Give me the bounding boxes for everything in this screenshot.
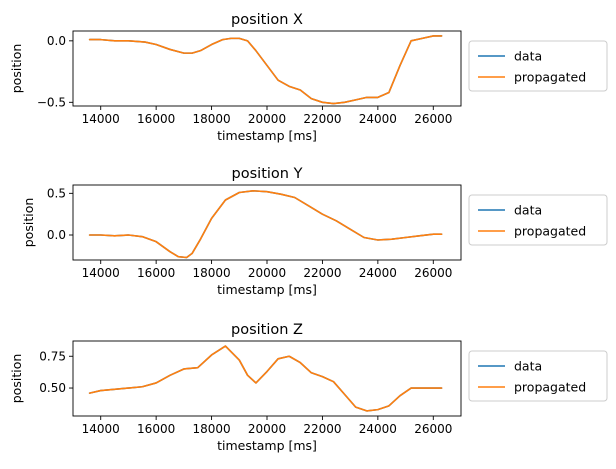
plot-frame [72,30,462,107]
y-tick-label: 0.50 [39,381,66,395]
y-axis-label: position [9,354,24,404]
x-tick-label: 26000 [414,266,452,280]
series-line-data [88,345,443,412]
x-axis-label: timestamp [ms] [217,438,317,453]
x-tick-label: 20000 [248,112,286,126]
y-tick-label: −0.5 [37,95,66,109]
subplot-title: position Y [232,166,303,182]
plot-frame [72,340,462,417]
legend-label-data: data [514,49,542,64]
series-line-propagated [88,190,443,259]
x-tick-label: 22000 [303,266,341,280]
plot-frame [72,184,462,261]
x-axis-label: timestamp [ms] [217,282,317,297]
subplot-position-y: position Y 14000 16000 18000 20000 22000 24000… [21,166,608,297]
y-axis-label: position [9,44,24,94]
legend: data propagated [468,40,608,92]
legend-box [468,194,608,246]
x-tick-label: 16000 [137,112,175,126]
x-tick-label: 24000 [359,422,397,436]
legend-label-data: data [514,203,542,218]
y-tick-label: 0.75 [39,349,66,363]
x-tick-label: 14000 [82,422,120,436]
x-tick-label: 20000 [248,266,286,280]
x-tick-label: 22000 [303,422,341,436]
subplot-position-z: position Z 14000 16000 18000 20000 22000 24000… [9,322,608,453]
x-tick-label: 16000 [137,422,175,436]
y-tick-label: 0.5 [47,186,66,200]
x-tick-label: 14000 [82,266,120,280]
y-tick-label: 0.0 [47,228,66,242]
x-tick-label: 24000 [359,266,397,280]
subplot-title: position Z [231,322,303,338]
subplot-title: position X [231,12,303,28]
x-tick-label: 18000 [192,422,230,436]
legend: data propagated [468,194,608,246]
x-tick-label: 18000 [192,112,230,126]
subplot-position-x: position X 14000 16000 18000 20000 22000 24000… [9,12,608,143]
series-line-propagated [88,345,443,412]
legend-label-propagated: propagated [514,70,586,85]
x-tick-label: 16000 [137,266,175,280]
x-tick-label: 18000 [192,266,230,280]
x-tick-label: 26000 [414,422,452,436]
legend-box [468,40,608,92]
legend-label-propagated: propagated [514,224,586,239]
x-tick-label: 26000 [414,112,452,126]
legend-box [468,350,608,402]
x-axis-label: timestamp [ms] [217,128,317,143]
series-line-data [88,190,443,259]
x-tick-label: 14000 [82,112,120,126]
y-axis-label: position [21,198,36,248]
y-tick-label: 0.0 [47,34,66,48]
x-tick-label: 22000 [303,112,341,126]
legend-label-propagated: propagated [514,380,586,395]
legend-label-data: data [514,359,542,374]
x-tick-label: 24000 [359,112,397,126]
x-tick-label: 20000 [248,422,286,436]
series-line-propagated [88,35,443,105]
legend: data propagated [468,350,608,402]
